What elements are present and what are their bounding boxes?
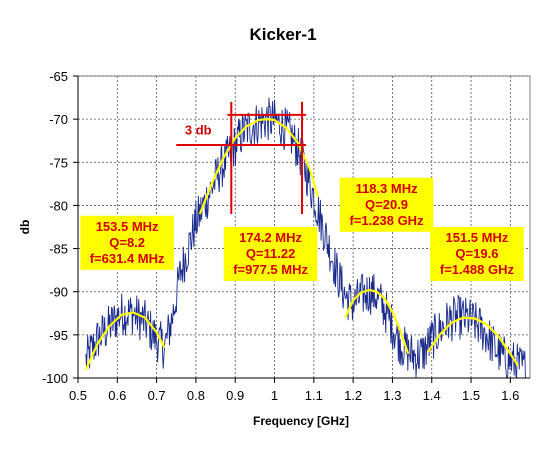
resonance-box-line: Q=11.22: [246, 246, 296, 261]
resonance-box-line: f=1.488 GHz: [440, 262, 515, 277]
chart-title: Kicker-1: [249, 25, 316, 44]
resonance-box-line: f=1.238 GHz: [350, 213, 425, 228]
x-tick-label: 0.7: [148, 388, 166, 403]
fit-curve-3: [426, 316, 520, 367]
resonance-box-line: 151.5 MHz: [446, 230, 509, 245]
resonance-box-line: 153.5 MHz: [96, 219, 159, 234]
fit-curves: [84, 118, 520, 370]
resonance-box-background: [80, 215, 174, 270]
y-axis-ticks: -65 -70 -75 -80 -85 -90 -95 -100: [42, 69, 78, 386]
fit-curve-2: [344, 288, 410, 355]
three-db-annotation: 3 db: [176, 101, 306, 215]
three-db-label: 3 db: [185, 122, 212, 137]
y-tick-label: -80: [49, 198, 68, 213]
resonance-box-background: [339, 177, 434, 232]
x-tick-label: 1.1: [305, 388, 323, 403]
x-axis-label: Frequency [GHz]: [253, 414, 349, 428]
resonance-box-line: 174.2 MHz: [239, 230, 302, 245]
resonance-box-line: Q=19.6: [455, 246, 498, 261]
x-tick-label: 1.2: [344, 388, 362, 403]
resonance-box-line: f=631.4 MHz: [90, 251, 165, 266]
fit-curve-1: [198, 118, 319, 215]
x-tick-label: 0.9: [226, 388, 244, 403]
x-tick-label: 1.4: [423, 388, 441, 403]
y-tick-label: -90: [49, 285, 68, 300]
resonance-box-background: [430, 227, 524, 281]
y-tick-label: -95: [49, 328, 68, 343]
x-tick-label: 1.6: [501, 388, 519, 403]
y-tick-label: -65: [49, 69, 68, 84]
y-tick-label: -85: [49, 242, 68, 257]
y-tick-label: -75: [49, 155, 68, 170]
x-tick-label: 0.5: [69, 388, 87, 403]
x-tick-label: 1.3: [383, 388, 401, 403]
y-tick-label: -70: [49, 112, 68, 127]
x-tick-label: 0.8: [187, 388, 205, 403]
resonance-box-background: [223, 227, 318, 281]
x-tick-label: 0.6: [108, 388, 126, 403]
x-tick-label: 1.5: [462, 388, 480, 403]
resonance-box-line: Q=8.2: [109, 235, 145, 250]
resonance-box-line: f=977.5 MHz: [233, 262, 308, 277]
fit-curve-0: [84, 311, 166, 370]
y-axis-label: db: [18, 220, 32, 235]
x-tick-label: 1: [271, 388, 278, 403]
x-axis-ticks: 0.5 0.6 0.7 0.8 0.9 1 1.1 1.2 1.3 1.4 1.5 1.6: [69, 378, 519, 403]
resonance-box-line: Q=20.9: [365, 197, 408, 212]
resonance-box-line: 118.3 MHz: [355, 181, 418, 196]
y-tick-label: -100: [42, 371, 68, 386]
